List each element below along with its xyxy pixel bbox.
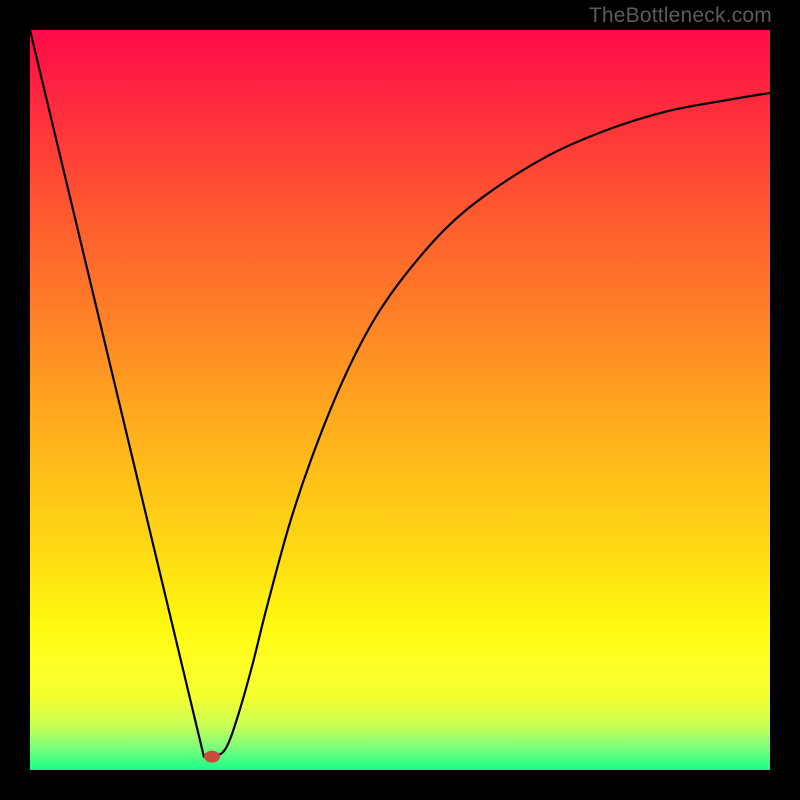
chart-frame: TheBottleneck.com (0, 0, 800, 800)
bottleneck-chart (30, 30, 770, 770)
plot-background (30, 30, 770, 770)
optimal-point-marker (204, 751, 220, 763)
watermark-text: TheBottleneck.com (589, 4, 772, 28)
